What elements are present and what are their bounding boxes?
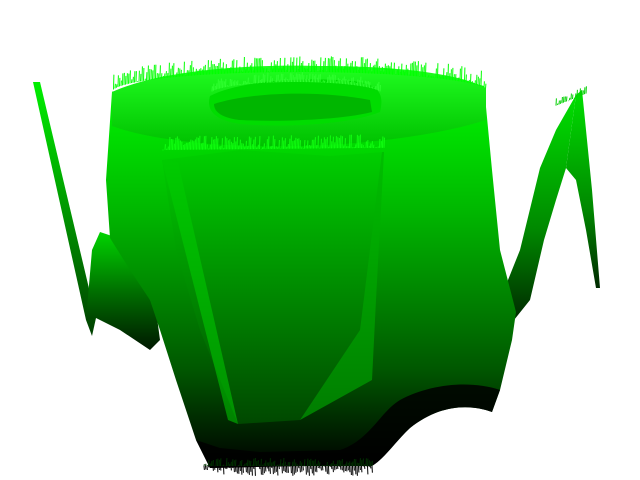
bottom-shadow xyxy=(196,384,500,468)
right-spike-surface xyxy=(566,90,600,288)
top-rim-fringe xyxy=(112,56,487,93)
right-spike-fringe xyxy=(555,86,587,106)
noise-fringe xyxy=(112,56,587,476)
left-spike-surface xyxy=(33,82,96,336)
v-highlight xyxy=(162,160,238,424)
bottom-fringe-up xyxy=(203,457,373,467)
bottom-fringe xyxy=(203,465,373,476)
front-band-fringe xyxy=(161,134,385,151)
inner-ring-fringe xyxy=(211,72,381,92)
inner-ring-shadow xyxy=(214,93,372,121)
v-highlight-right xyxy=(300,152,384,420)
right-wing-surface xyxy=(500,95,576,320)
left-wing-surface xyxy=(86,232,160,350)
